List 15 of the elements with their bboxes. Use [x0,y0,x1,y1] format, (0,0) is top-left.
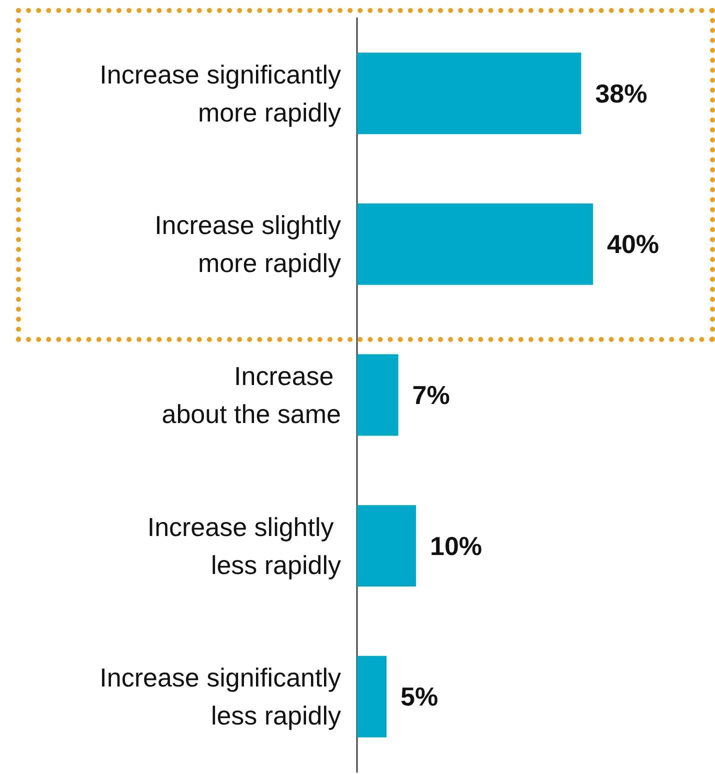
y-tick-label: Increase significantly more rapidly [100,59,341,128]
bar [357,52,582,134]
data-label: 40% [607,229,660,260]
y-tick-label: Increase slightly more rapidly [154,210,341,278]
bar [357,656,386,738]
data-label: 7% [412,380,450,410]
data-label: 5% [400,682,438,712]
y-tick-label: Increase about the same [162,361,341,429]
bar [357,354,398,436]
data-label: 38% [595,78,648,108]
bar [357,203,593,285]
y-tick-label: Increase slightly less rapidly [147,512,341,580]
y-tick-label: Increase significantly less rapidly [100,662,341,731]
bar [357,505,416,587]
data-label: 10% [430,530,482,561]
